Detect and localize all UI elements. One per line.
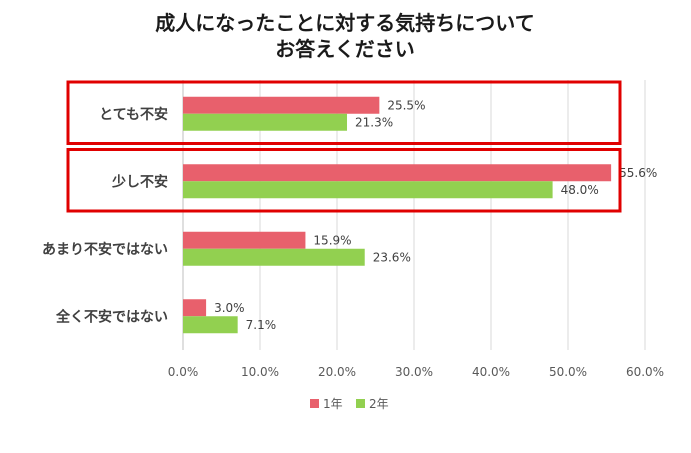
legend-swatch — [356, 399, 365, 408]
x-tick-label: 0.0% — [168, 365, 199, 379]
x-tick-label: 40.0% — [472, 365, 510, 379]
x-tick-label: 50.0% — [549, 365, 587, 379]
legend-entry: 2年 — [369, 397, 389, 411]
x-tick-label: 60.0% — [626, 365, 664, 379]
x-tick-label: 10.0% — [241, 365, 279, 379]
legend-swatch — [310, 399, 319, 408]
category-label: あまり不安ではない — [42, 241, 168, 258]
legend-entry: 1年 — [323, 397, 343, 411]
bar — [183, 164, 612, 182]
category-label: 全く不安ではない — [55, 308, 168, 325]
bar — [183, 181, 553, 199]
chart-title-line-1: 成人になったことに対する気持ちについて — [155, 11, 534, 35]
labels-layer: 0.0% 10.0% 20.0% 30.0% 40.0% 50.0% 60.0% 25.5% 2… — [42, 98, 664, 379]
bar — [183, 248, 365, 266]
highlight-box — [66, 80, 622, 145]
category-label: とても不安 — [99, 106, 168, 123]
data-label: 15.9% — [313, 233, 351, 247]
data-label: 3.0% — [214, 301, 245, 315]
bars-layer — [183, 96, 612, 334]
bar — [183, 316, 238, 334]
highlight-box — [66, 148, 622, 213]
bar — [183, 96, 380, 114]
x-tick-label: 20.0% — [318, 365, 356, 379]
highlight-layer — [66, 80, 622, 213]
chart-title-line-2: お答えください — [275, 37, 414, 61]
data-label: 23.6% — [373, 250, 411, 264]
data-label: 21.3% — [355, 115, 393, 129]
data-label: 25.5% — [387, 98, 425, 112]
category-label: 少し不安 — [111, 173, 168, 190]
data-label: 55.6% — [619, 166, 657, 180]
data-label: 7.1% — [246, 318, 276, 332]
bar — [183, 113, 348, 131]
bar — [183, 231, 306, 249]
bar — [183, 299, 207, 317]
data-label: 48.0% — [561, 183, 599, 197]
legend: 1年 2年 — [310, 397, 389, 411]
x-tick-label: 30.0% — [395, 365, 433, 379]
